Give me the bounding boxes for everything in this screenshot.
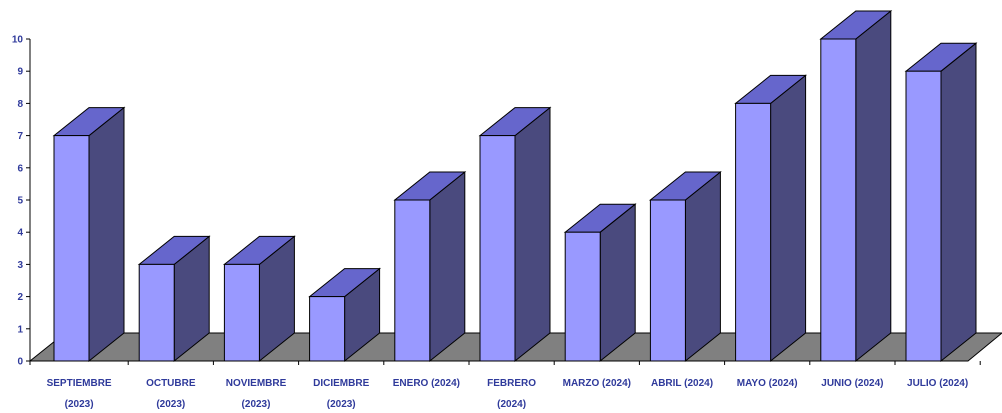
bar-side-face: [89, 108, 124, 361]
x-category-label: ENERO (2024): [393, 378, 460, 389]
y-tick-label: 4: [17, 228, 23, 239]
x-category-label: (2023): [242, 399, 271, 410]
x-category-label: JUNIO (2024): [821, 378, 883, 389]
bar: [736, 75, 806, 361]
bar-front-face: [565, 232, 600, 361]
bar-side-face: [856, 11, 891, 361]
x-category-label: (2023): [327, 399, 356, 410]
bar-front-face: [906, 71, 941, 361]
bar-side-face: [515, 108, 550, 361]
x-category-label: MAYO (2024): [737, 378, 798, 389]
bar-front-face: [736, 103, 771, 361]
y-tick-label: 2: [17, 292, 23, 303]
bar-side-face: [685, 172, 720, 361]
bar: [480, 108, 550, 361]
y-tick-label: 3: [17, 260, 23, 271]
bar: [650, 172, 720, 361]
x-category-label: SEPTIEMBRE: [47, 378, 112, 389]
y-tick-label: 6: [17, 163, 23, 174]
x-category-label: (2023): [156, 399, 185, 410]
bar-side-face: [771, 75, 806, 361]
bar-front-face: [650, 200, 685, 361]
bar: [395, 172, 465, 361]
y-tick-label: 7: [17, 131, 23, 142]
y-tick-label: 10: [12, 35, 24, 46]
bar-side-face: [430, 172, 465, 361]
bar-side-face: [941, 43, 976, 361]
bar-front-face: [821, 39, 856, 361]
y-tick-label: 5: [17, 196, 23, 207]
x-category-label: ABRIL (2024): [651, 378, 713, 389]
bar-front-face: [54, 136, 89, 361]
bar: [821, 11, 891, 361]
y-tick-label: 0: [17, 357, 23, 368]
y-tick-label: 9: [17, 67, 23, 78]
x-category-label: (2023): [65, 399, 94, 410]
y-axis: 0 1 2 3 4 5 6 7 8 9 10: [12, 35, 30, 368]
bar: [54, 108, 124, 361]
x-category-label: OCTUBRE: [146, 378, 196, 389]
y-tick-label: 8: [17, 99, 23, 110]
bars-group: [54, 11, 976, 361]
bar: [906, 43, 976, 361]
x-category-label: DICIEMBRE: [313, 378, 369, 389]
bar-front-face: [139, 264, 174, 361]
x-category-label: FEBRERO: [487, 378, 536, 389]
bar-front-face: [395, 200, 430, 361]
bar-front-face: [224, 264, 259, 361]
bar: [565, 204, 635, 361]
x-category-label: JULIO (2024): [907, 378, 968, 389]
bar-front-face: [310, 297, 345, 361]
x-axis-labels: SEPTIEMBRE (2023) OCTUBRE (2023) NOVIEMBRE (2…: [30, 361, 980, 410]
x-category-label: (2024): [497, 399, 526, 410]
x-category-label: MARZO (2024): [563, 378, 631, 389]
y-tick-label: 1: [17, 324, 23, 335]
bar-front-face: [480, 136, 515, 361]
x-category-label: NOVIEMBRE: [226, 378, 287, 389]
